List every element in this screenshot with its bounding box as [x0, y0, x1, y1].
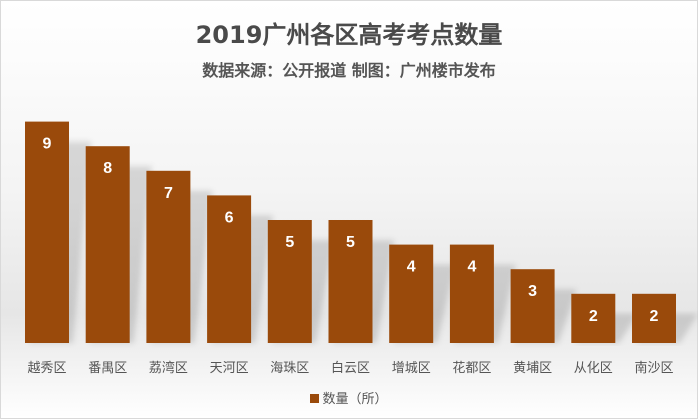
data-label: 8 [103, 160, 112, 177]
bar [146, 170, 191, 343]
bar [328, 220, 373, 343]
x-tick-label: 荔湾区 [149, 360, 188, 376]
x-tick-label: 花都区 [452, 360, 491, 376]
bar [85, 146, 130, 343]
data-label: 5 [285, 234, 294, 251]
bar [449, 244, 494, 343]
data-label: 2 [650, 308, 659, 325]
x-tick-label: 海珠区 [270, 361, 309, 376]
data-label: 4 [407, 259, 416, 276]
bar [207, 195, 252, 343]
chart-title: 2019广州各区高考考点数量 [195, 21, 503, 49]
data-label: 9 [43, 136, 52, 153]
data-label: 4 [467, 259, 476, 276]
x-tick-label: 越秀区 [27, 361, 66, 376]
bar [510, 269, 555, 343]
x-tick-label: 增城区 [392, 361, 431, 376]
bar [389, 244, 434, 343]
chart-subtitle: 数据来源：公开报道 制图：广州楼市发布 [202, 61, 496, 80]
data-label: 7 [164, 185, 173, 202]
x-tick-label: 白云区 [331, 360, 370, 376]
data-label: 6 [225, 209, 234, 226]
x-tick-label: 南沙区 [634, 360, 673, 376]
x-tick-label: 从化区 [574, 361, 613, 376]
data-label: 3 [528, 283, 537, 300]
x-tick-label: 黄埔区 [513, 361, 552, 376]
data-label: 2 [589, 308, 598, 325]
bar [632, 293, 676, 343]
data-label: 5 [346, 234, 355, 251]
legend-swatch [310, 394, 320, 403]
legend: 数量（所） [1, 388, 697, 407]
bar [25, 121, 69, 343]
bar [267, 220, 312, 343]
x-tick-label: 番禺区 [88, 361, 127, 376]
x-tick-label: 天河区 [210, 361, 249, 376]
bar [571, 293, 616, 343]
legend-label: 数量（所） [322, 392, 388, 407]
